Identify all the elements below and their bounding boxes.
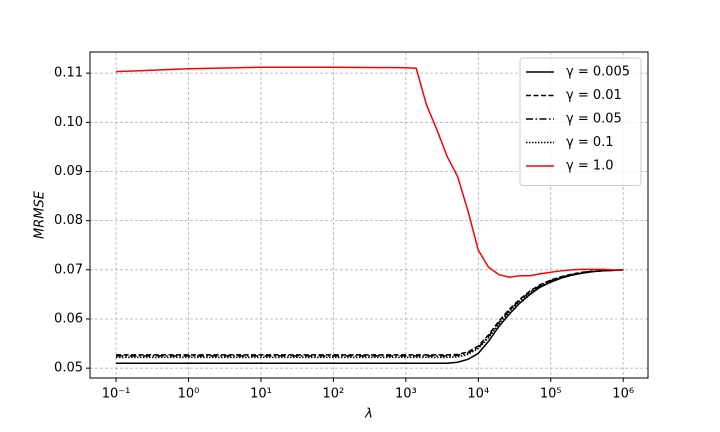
x-tick-label: 10³ bbox=[395, 387, 417, 402]
x-tick-label: 10⁵ bbox=[540, 387, 562, 402]
y-tick-label: 0.05 bbox=[54, 361, 83, 376]
x-tick-label: 10⁻¹ bbox=[102, 387, 131, 402]
plot-frame bbox=[89, 51, 649, 379]
y-tick-label: 0.08 bbox=[54, 213, 83, 228]
series-line bbox=[116, 66, 624, 278]
legend-label: γ = 1.0 bbox=[566, 159, 614, 174]
y-tick-label: 0.11 bbox=[54, 66, 83, 81]
y-axis-label: MRMSE bbox=[33, 190, 48, 239]
x-axis-label: λ bbox=[364, 407, 373, 422]
series-line bbox=[116, 269, 624, 357]
legend-label: γ = 0.01 bbox=[566, 88, 622, 103]
legend-label: γ = 0.05 bbox=[566, 112, 622, 127]
legend-label: γ = 0.1 bbox=[566, 135, 614, 150]
x-tick-label: 10⁴ bbox=[467, 387, 489, 402]
series-line bbox=[116, 269, 624, 359]
x-tick-label: 10⁰ bbox=[178, 387, 200, 402]
x-tick-label: 10⁶ bbox=[612, 387, 634, 402]
y-tick-label: 0.06 bbox=[54, 311, 83, 326]
y-tick-label: 0.07 bbox=[54, 262, 83, 277]
y-tick-label: 0.10 bbox=[54, 115, 83, 130]
legend-label: γ = 0.005 bbox=[566, 65, 630, 80]
y-tick-label: 0.09 bbox=[54, 164, 83, 179]
x-tick-label: 10² bbox=[323, 387, 345, 402]
x-tick-label: 10¹ bbox=[250, 387, 272, 402]
series-line bbox=[116, 269, 624, 364]
legend-box bbox=[519, 57, 642, 186]
